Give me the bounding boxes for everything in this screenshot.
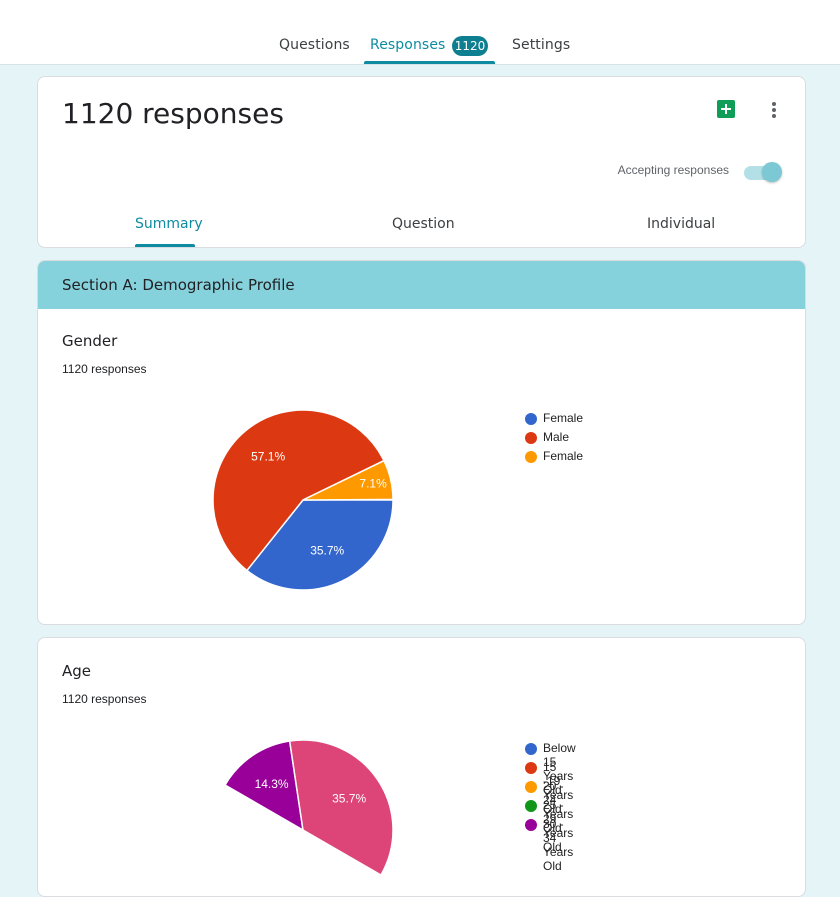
section-card: Section A: Demographic Profile Gender 11… <box>37 260 806 625</box>
age-card: Age 1120 responses 14.3% 35.7% Below 15 Y… <box>37 637 806 897</box>
tab-individual[interactable]: Individual <box>647 216 716 232</box>
section-header: Section A: Demographic Profile <box>38 261 805 309</box>
tab-responses[interactable]: Responses <box>370 37 446 53</box>
pie-slice[interactable] <box>224 740 304 832</box>
slice-percent-label: 7.1% <box>359 477 387 491</box>
response-count: 1120 responses <box>62 362 147 376</box>
slice-percent-label: 57.1% <box>251 449 285 463</box>
responses-header-card: 1120 responses Accepting responses Summa… <box>37 76 806 248</box>
responses-title: 1120 responses <box>62 97 284 130</box>
legend-swatch <box>525 781 537 793</box>
tab-questions[interactable]: Questions <box>279 37 350 53</box>
pie-slice[interactable] <box>245 499 394 591</box>
legend-label: 20 - 24 Years Old <box>543 779 574 835</box>
legend-swatch <box>525 800 537 812</box>
age-pie-chart: 14.3% 35.7% <box>224 739 394 877</box>
legend-label: Female <box>543 449 584 463</box>
legend-label: Below 15 Years Old <box>543 741 576 797</box>
legend-swatch <box>525 413 537 425</box>
legend-swatch <box>525 743 537 755</box>
tab-question[interactable]: Question <box>392 216 455 232</box>
legend-swatch <box>525 819 537 831</box>
legend-label: 30 - 34 Years Old <box>543 817 574 873</box>
pie-slice[interactable] <box>288 739 394 877</box>
tab-settings[interactable]: Settings <box>512 37 571 53</box>
accepting-responses-label: Accepting responses <box>617 163 729 177</box>
pie-slice[interactable] <box>212 409 385 572</box>
question-title: Gender <box>62 332 118 350</box>
legend-swatch <box>525 451 537 463</box>
tab-summary[interactable]: Summary <box>135 216 203 232</box>
slice-percent-label: 35.7% <box>332 792 366 806</box>
slice-percent-label: 14.3% <box>255 777 289 791</box>
more-vert-icon[interactable] <box>765 100 781 120</box>
section-title: Section A: Demographic Profile <box>62 276 295 294</box>
legend-label: Male <box>543 430 570 444</box>
pie-slice[interactable] <box>302 459 394 501</box>
responses-count-badge: 1120 <box>452 36 488 56</box>
legend-label: 15 -19 Years Old <box>543 760 574 816</box>
active-subtab-indicator <box>135 244 195 247</box>
top-bar: Questions Responses 1120 Settings <box>0 0 840 65</box>
response-count: 1120 responses <box>62 692 147 706</box>
legend-swatch <box>525 432 537 444</box>
gender-pie-chart: 35.7% 57.1% 7.1% <box>212 409 394 591</box>
active-tab-indicator <box>364 61 495 64</box>
legend-swatch <box>525 762 537 774</box>
legend-label: Female <box>543 411 584 425</box>
accepting-responses-toggle[interactable] <box>744 161 782 183</box>
slice-percent-label: 35.7% <box>310 543 344 557</box>
question-title: Age <box>62 662 92 680</box>
sheets-icon[interactable] <box>717 100 735 118</box>
